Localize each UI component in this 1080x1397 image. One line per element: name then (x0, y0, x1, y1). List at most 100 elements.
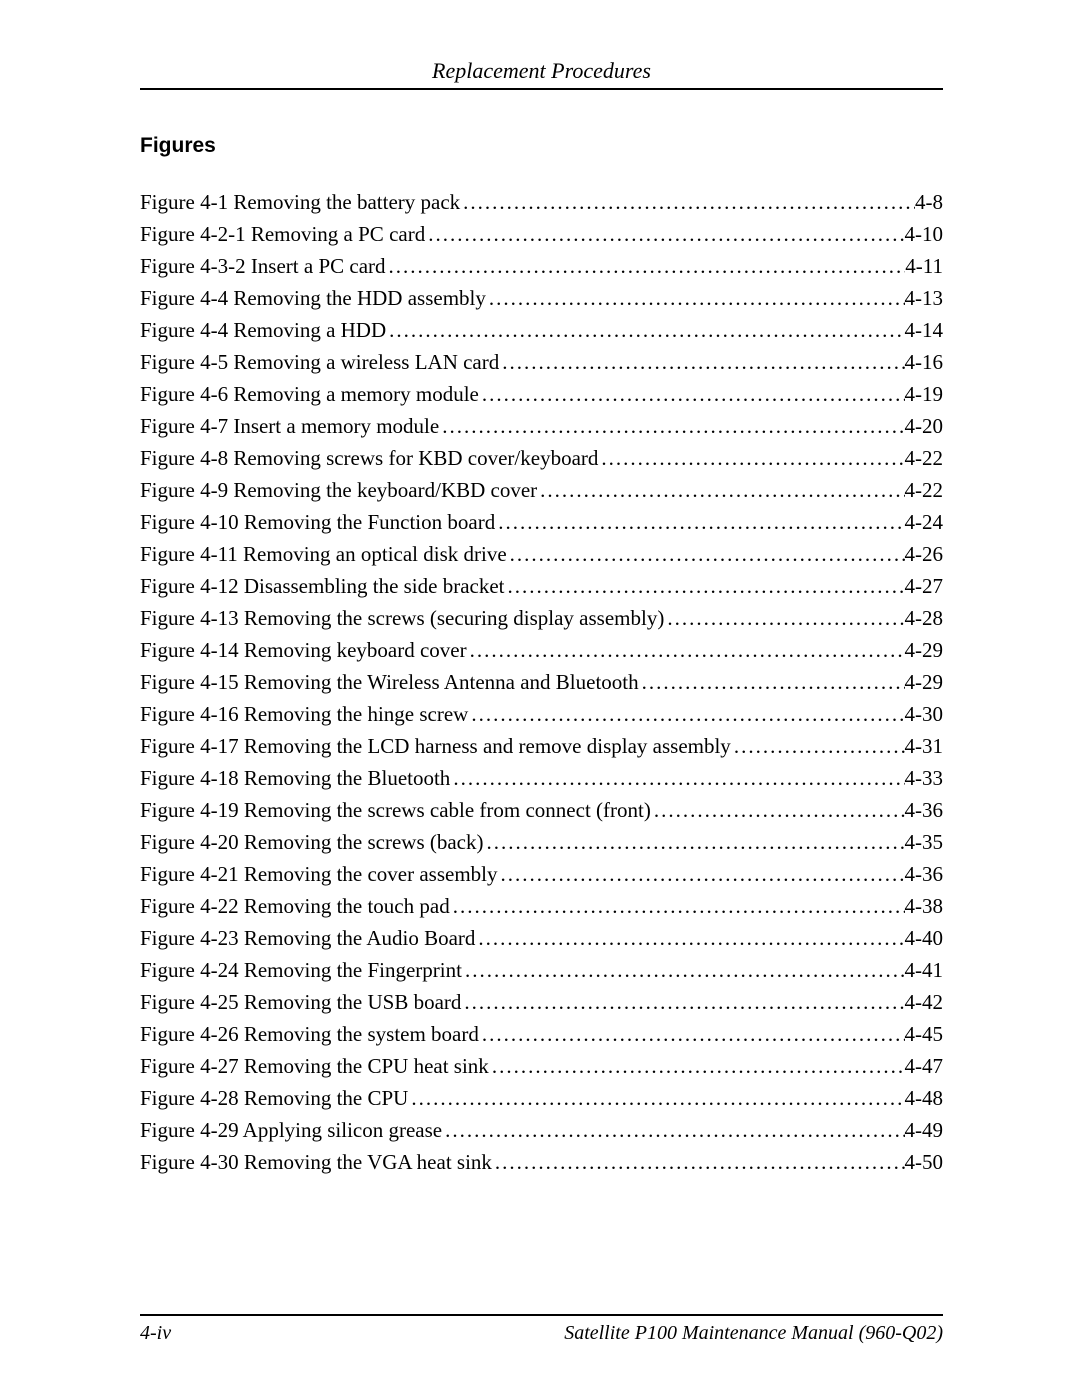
toc-dot-leader (462, 960, 905, 981)
toc-dot-leader (467, 640, 905, 661)
toc-entry-page: 4-11 (905, 256, 943, 277)
toc-dot-leader (461, 992, 904, 1013)
toc-row: Figure 4-7 Insert a memory module 4-20 (140, 416, 943, 437)
toc-row: Figure 4-16 Removing the hinge screw 4-3… (140, 704, 943, 725)
toc-row: Figure 4-10 Removing the Function board … (140, 512, 943, 533)
toc-entry-label: Figure 4-15 Removing the Wireless Antenn… (140, 672, 639, 693)
toc-entry-label: Figure 4-8 Removing screws for KBD cover… (140, 448, 598, 469)
toc-entry-page: 4-28 (905, 608, 944, 629)
toc-entry-label: Figure 4-20 Removing the screws (back) (140, 832, 484, 853)
toc-dot-leader (439, 416, 904, 437)
footer-rule (140, 1314, 943, 1316)
toc-dot-leader (450, 896, 905, 917)
toc-entry-label: Figure 4-16 Removing the hinge screw (140, 704, 468, 725)
toc-dot-leader (498, 864, 905, 885)
toc-entry-page: 4-29 (905, 672, 944, 693)
toc-row: Figure 4-29 Applying silicon grease 4-49 (140, 1120, 943, 1141)
section-heading-figures: Figures (140, 134, 943, 158)
toc-entry-page: 4-33 (905, 768, 944, 789)
toc-row: Figure 4-5 Removing a wireless LAN card … (140, 352, 943, 373)
toc-dot-leader (537, 480, 904, 501)
toc-entry-page: 4-13 (905, 288, 944, 309)
footer-manual-title: Satellite P100 Maintenance Manual (960-Q… (564, 1322, 943, 1345)
toc-entry-page: 4-22 (905, 480, 944, 501)
toc-entry-page: 4-36 (905, 800, 944, 821)
toc-row: Figure 4-8 Removing screws for KBD cover… (140, 448, 943, 469)
toc-dot-leader (499, 352, 904, 373)
toc-entry-page: 4-42 (905, 992, 944, 1013)
toc-row: Figure 4-17 Removing the LCD harness and… (140, 736, 943, 757)
toc-entry-label: Figure 4-2-1 Removing a PC card (140, 224, 425, 245)
toc-entry-label: Figure 4-27 Removing the CPU heat sink (140, 1056, 489, 1077)
toc-row: Figure 4-24 Removing the Fingerprint 4-4… (140, 960, 943, 981)
toc-entry-page: 4-27 (905, 576, 944, 597)
toc-entry-label: Figure 4-21 Removing the cover assembly (140, 864, 498, 885)
toc-entry-page: 4-30 (905, 704, 944, 725)
toc-entry-label: Figure 4-4 Removing the HDD assembly (140, 288, 486, 309)
toc-dot-leader (479, 1024, 905, 1045)
toc-entry-page: 4-47 (905, 1056, 944, 1077)
toc-entry-page: 4-36 (905, 864, 944, 885)
toc-entry-page: 4-49 (905, 1120, 944, 1141)
toc-entry-page: 4-10 (905, 224, 944, 245)
toc-entry-page: 4-45 (905, 1024, 944, 1045)
toc-entry-page: 4-16 (905, 352, 944, 373)
toc-entry-page: 4-50 (905, 1152, 944, 1173)
toc-row: Figure 4-28 Removing the CPU 4-48 (140, 1088, 943, 1109)
toc-entry-label: Figure 4-30 Removing the VGA heat sink (140, 1152, 492, 1173)
toc-entry-label: Figure 4-12 Disassembling the side brack… (140, 576, 505, 597)
toc-dot-leader (475, 928, 904, 949)
toc-dot-leader (639, 672, 905, 693)
toc-dot-leader (386, 320, 904, 341)
toc-entry-page: 4-48 (905, 1088, 944, 1109)
toc-row: Figure 4-3-2 Insert a PC card 4-11 (140, 256, 943, 277)
toc-entry-label: Figure 4-23 Removing the Audio Board (140, 928, 475, 949)
toc-entry-label: Figure 4-9 Removing the keyboard/KBD cov… (140, 480, 537, 501)
toc-entry-label: Figure 4-10 Removing the Function board (140, 512, 495, 533)
page-footer: 4-iv Satellite P100 Maintenance Manual (… (140, 1314, 943, 1345)
toc-entry-page: 4-41 (905, 960, 944, 981)
toc-dot-leader (486, 288, 905, 309)
toc-row: Figure 4-13 Removing the screws (securin… (140, 608, 943, 629)
toc-entry-page: 4-24 (905, 512, 944, 533)
footer-row: 4-iv Satellite P100 Maintenance Manual (… (140, 1322, 943, 1345)
toc-row: Figure 4-15 Removing the Wireless Antenn… (140, 672, 943, 693)
toc-entry-page: 4-38 (905, 896, 944, 917)
toc-entry-page: 4-8 (915, 192, 943, 213)
toc-entry-label: Figure 4-14 Removing keyboard cover (140, 640, 467, 661)
toc-dot-leader (495, 512, 904, 533)
toc-dot-leader (489, 1056, 905, 1077)
toc-row: Figure 4-1 Removing the battery pack 4-8 (140, 192, 943, 213)
toc-row: Figure 4-30 Removing the VGA heat sink 4… (140, 1152, 943, 1173)
toc-dot-leader (442, 1120, 904, 1141)
toc-row: Figure 4-21 Removing the cover assembly … (140, 864, 943, 885)
toc-row: Figure 4-19 Removing the screws cable fr… (140, 800, 943, 821)
toc-entry-page: 4-20 (905, 416, 944, 437)
toc-row: Figure 4-22 Removing the touch pad 4-38 (140, 896, 943, 917)
toc-entry-page: 4-40 (905, 928, 944, 949)
footer-page-number: 4-iv (140, 1322, 171, 1345)
toc-dot-leader (505, 576, 905, 597)
toc-entry-page: 4-19 (905, 384, 944, 405)
toc-dot-leader (460, 192, 915, 213)
page-header-title: Replacement Procedures (140, 58, 943, 84)
toc-row: Figure 4-23 Removing the Audio Board 4-4… (140, 928, 943, 949)
toc-dot-leader (408, 1088, 904, 1109)
toc-entry-label: Figure 4-22 Removing the touch pad (140, 896, 450, 917)
toc-row: Figure 4-11 Removing an optical disk dri… (140, 544, 943, 565)
manual-page: Replacement Procedures Figures Figure 4-… (0, 0, 1080, 1397)
toc-row: Figure 4-25 Removing the USB board 4-42 (140, 992, 943, 1013)
toc-entry-label: Figure 4-18 Removing the Bluetooth (140, 768, 450, 789)
toc-entry-label: Figure 4-29 Applying silicon grease (140, 1120, 442, 1141)
toc-entry-page: 4-14 (905, 320, 944, 341)
toc-dot-leader (450, 768, 904, 789)
toc-entry-label: Figure 4-11 Removing an optical disk dri… (140, 544, 507, 565)
toc-dot-leader (492, 1152, 905, 1173)
toc-entry-page: 4-22 (905, 448, 944, 469)
toc-row: Figure 4-9 Removing the keyboard/KBD cov… (140, 480, 943, 501)
toc-entry-label: Figure 4-7 Insert a memory module (140, 416, 439, 437)
toc-row: Figure 4-4 Removing a HDD 4-14 (140, 320, 943, 341)
toc-row: Figure 4-12 Disassembling the side brack… (140, 576, 943, 597)
toc-dot-leader (651, 800, 905, 821)
toc-entry-label: Figure 4-13 Removing the screws (securin… (140, 608, 664, 629)
